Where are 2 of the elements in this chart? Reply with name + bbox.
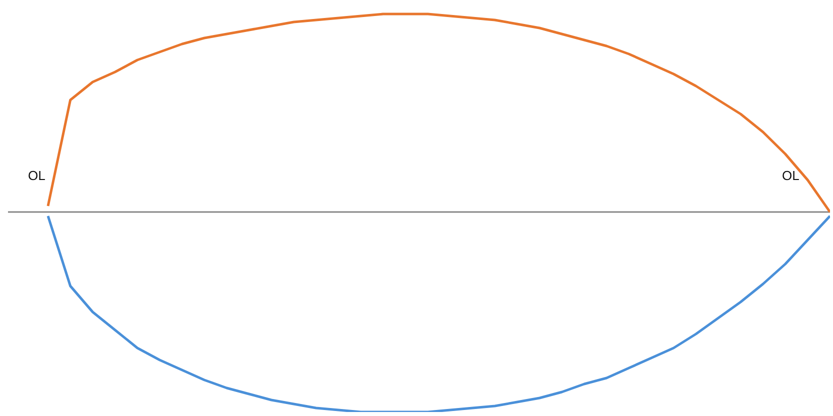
annotation: OL xyxy=(782,168,800,183)
annotation: OL xyxy=(28,168,46,183)
